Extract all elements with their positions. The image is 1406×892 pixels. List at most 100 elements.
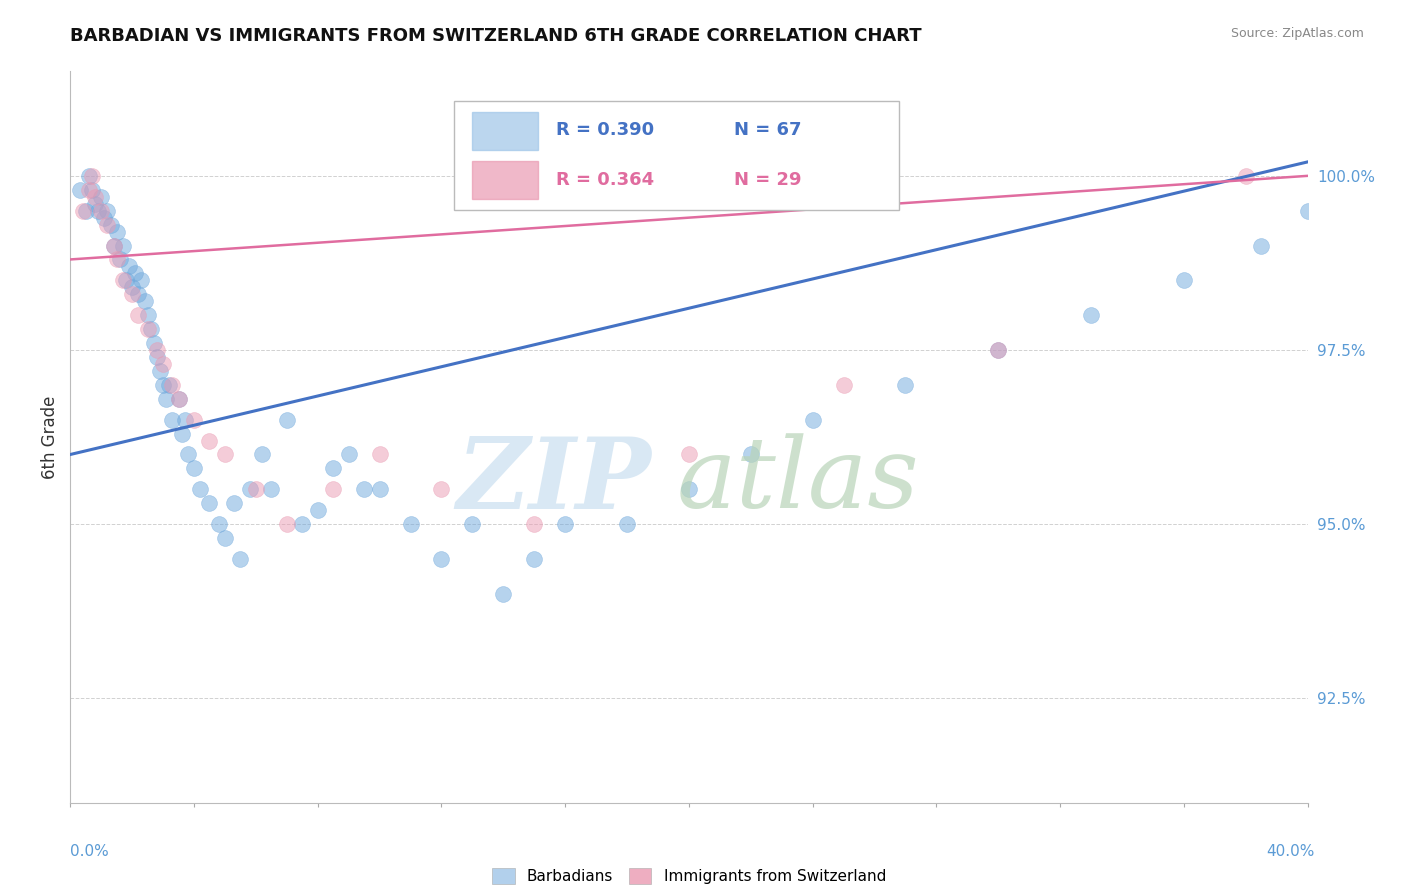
Point [1080,308,1102,322]
Point [121,280,143,294]
Point [77,183,100,197]
Point [177,448,200,462]
Bar [471,161,538,200]
FancyBboxPatch shape [454,101,900,211]
Point [93,211,115,225]
Point [103,238,125,252]
Text: 40.0%: 40.0% [1267,845,1315,859]
Point [77,169,100,183]
Point [162,377,184,392]
Point [245,483,267,497]
Point [170,426,193,441]
Point [1296,203,1319,218]
Point [139,322,162,336]
Point [368,448,391,462]
Point [87,203,110,218]
Point [276,412,298,426]
Point [307,503,329,517]
Point [353,483,375,497]
Point [987,343,1010,357]
Point [167,392,190,406]
Point [105,252,128,267]
Point [127,308,149,322]
Point [121,287,143,301]
Point [108,252,131,267]
Point [80,169,103,183]
Point [149,364,172,378]
Text: R = 0.364: R = 0.364 [557,170,654,188]
Point [188,483,211,497]
Point [155,392,177,406]
Point [146,343,169,357]
Point [124,266,146,280]
Point [115,273,138,287]
Point [96,203,118,218]
Point [146,350,169,364]
Point [173,412,195,426]
Point [198,434,221,448]
Point [214,531,236,545]
Point [492,587,515,601]
Point [198,496,221,510]
Point [229,552,252,566]
Point [80,183,103,197]
Point [260,483,283,497]
Point [430,552,453,566]
Point [208,517,231,532]
Point [96,218,118,232]
Point [322,483,344,497]
Point [127,287,149,301]
Text: BARBADIAN VS IMMIGRANTS FROM SWITZERLAND 6TH GRADE CORRELATION CHART: BARBADIAN VS IMMIGRANTS FROM SWITZERLAND… [70,27,922,45]
Point [1234,169,1257,183]
Point [72,203,94,218]
Point [239,483,262,497]
Point [1250,238,1272,252]
Point [105,225,128,239]
Point [430,483,453,497]
Bar [471,112,538,150]
Point [322,461,344,475]
Point [183,461,205,475]
Point [801,412,824,426]
Point [291,517,314,532]
Point [832,377,855,392]
Point [69,183,91,197]
Text: Source: ZipAtlas.com: Source: ZipAtlas.com [1230,27,1364,40]
Point [250,448,273,462]
Point [214,448,236,462]
Point [142,336,165,351]
Point [368,483,391,497]
Point [461,517,484,532]
Point [111,238,134,252]
Point [157,377,180,392]
Point [90,203,112,218]
Point [84,190,107,204]
Point [136,308,159,322]
Point [399,517,422,532]
Point [118,260,141,274]
Text: N = 67: N = 67 [734,121,801,139]
Legend: Barbadians, Immigrants from Switzerland: Barbadians, Immigrants from Switzerland [485,862,893,890]
Point [152,377,174,392]
Point [103,238,125,252]
Point [337,448,360,462]
Point [678,483,700,497]
Point [111,273,134,287]
Text: atlas: atlas [676,434,920,529]
Point [134,294,156,309]
Point [616,517,638,532]
Point [740,448,762,462]
Point [1173,273,1195,287]
Point [523,552,546,566]
Point [987,343,1010,357]
Point [152,357,174,371]
Point [136,322,159,336]
Point [84,196,107,211]
Point [167,392,190,406]
Text: ZIP: ZIP [457,433,652,529]
Text: R = 0.390: R = 0.390 [557,121,654,139]
Point [131,273,153,287]
Point [554,517,576,532]
Point [276,517,298,532]
Y-axis label: 6th Grade: 6th Grade [41,395,59,479]
